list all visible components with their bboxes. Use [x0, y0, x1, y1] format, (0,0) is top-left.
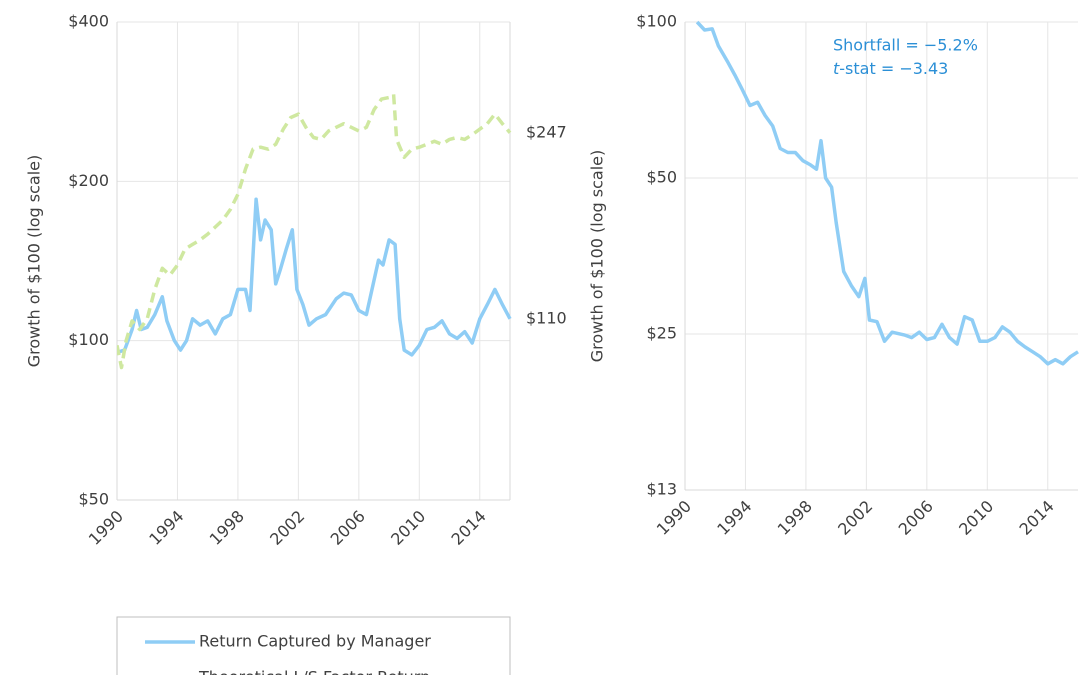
x-tick-label: 1998 [774, 497, 816, 539]
x-tick-label: 1990 [653, 497, 695, 539]
annotation-text: -stat = −3.43 [839, 59, 948, 78]
y-axis-label: Growth of $100 (log scale) [588, 150, 607, 363]
legend-label: Return Captured by Manager [199, 632, 431, 651]
end-label: $247 [526, 122, 567, 141]
y-tick-label: $400 [68, 12, 109, 31]
y-axis-label: Growth of $100 (log scale) [25, 155, 44, 368]
series-line [117, 92, 512, 370]
annotation: t-stat = −3.43 [833, 59, 948, 78]
series-line [695, 20, 1079, 366]
y-tick-label: $200 [68, 171, 109, 190]
annotation: Shortfall = −5.2% [833, 36, 978, 55]
y-tick-label: $100 [68, 330, 109, 349]
series-line [117, 197, 512, 357]
x-tick-label: 1998 [206, 507, 248, 549]
y-tick-label: $13 [646, 480, 677, 499]
x-tick-label: 1990 [85, 507, 127, 549]
legend-label: Theoretical L/S Factor Return [198, 668, 430, 675]
legend-box [116, 616, 511, 675]
x-tick-label: 2002 [834, 497, 876, 539]
x-tick-label: 2002 [266, 507, 308, 549]
x-tick-label: 2014 [448, 507, 490, 549]
y-tick-label: $100 [636, 12, 677, 31]
x-tick-label: 2006 [327, 507, 369, 549]
y-tick-label: $50 [646, 168, 677, 187]
end-label: $110 [526, 308, 567, 327]
annotation-italic: t [833, 59, 840, 78]
y-tick-label: $25 [646, 324, 677, 343]
x-tick-label: 2010 [387, 507, 429, 549]
x-tick-label: 1994 [713, 497, 755, 539]
x-tick-label: 2010 [955, 497, 997, 539]
y-tick-label: $50 [78, 490, 109, 509]
x-tick-label: 2014 [1016, 497, 1058, 539]
x-tick-label: 2006 [895, 497, 937, 539]
x-tick-label: 1994 [145, 507, 187, 549]
